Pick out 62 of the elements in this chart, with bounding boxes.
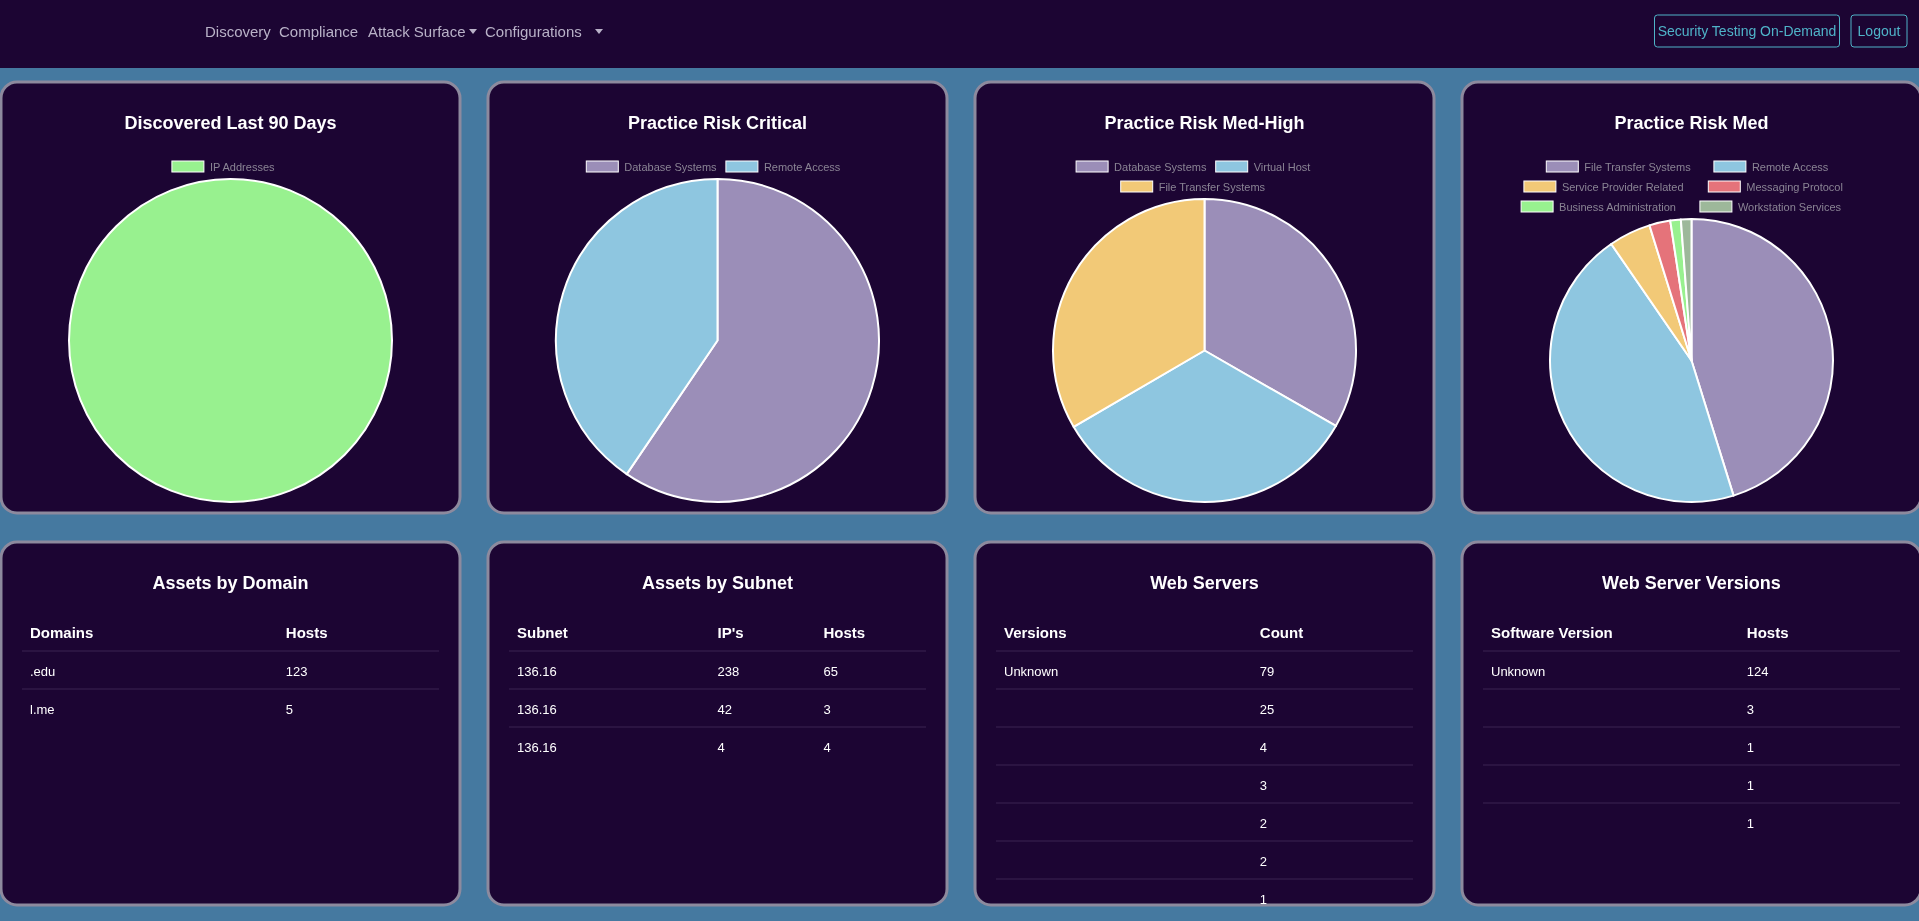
category-label: 136.16 bbox=[517, 664, 557, 679]
category-label: Unknown bbox=[1491, 664, 1546, 679]
series-label: Hosts bbox=[285, 624, 328, 641]
text: Domains bbox=[30, 624, 94, 641]
legend-label: Remote Access bbox=[1751, 161, 1829, 173]
series-label: IP's bbox=[717, 624, 744, 641]
data-label: 238 bbox=[717, 664, 740, 679]
legend-label: File Transfer Systems bbox=[1158, 181, 1266, 193]
data-label: 3 bbox=[823, 702, 831, 717]
data-label: 4 bbox=[717, 740, 725, 755]
legend-label: Messaging Protocol bbox=[1746, 181, 1843, 193]
data-label: 42 bbox=[717, 702, 732, 717]
text: Configurations bbox=[485, 23, 582, 40]
legend-label: Database Systems bbox=[1114, 161, 1207, 173]
series-label: Hosts bbox=[1746, 624, 1789, 641]
category-label: 136.16 bbox=[517, 740, 557, 755]
data-label: 25 bbox=[1259, 702, 1275, 717]
data-label: 123 bbox=[285, 664, 308, 679]
text: Software Version bbox=[1491, 624, 1613, 641]
chart-title: Practice Risk Critical bbox=[627, 113, 808, 133]
category-label: 136.16 bbox=[517, 702, 557, 717]
category-label: .edu bbox=[30, 664, 56, 679]
legend-label: File Transfer Systems bbox=[1584, 161, 1692, 173]
text: Discovery bbox=[205, 23, 272, 40]
data-label: 1 bbox=[1746, 740, 1755, 755]
text: Compliance bbox=[279, 23, 359, 40]
data-label: 5 bbox=[285, 702, 294, 717]
text: Hosts bbox=[823, 624, 866, 641]
text: Subnet bbox=[517, 624, 568, 641]
data-label: 1 bbox=[1746, 778, 1755, 793]
legend-label: IP Addresses bbox=[209, 161, 276, 173]
data-label: 4 bbox=[1259, 740, 1268, 755]
category-label: l.me bbox=[30, 702, 55, 717]
data-label: 3 bbox=[1746, 702, 1755, 717]
chart-title: Discovered Last 90 Days bbox=[124, 113, 337, 133]
legend-label: Database Systems bbox=[624, 161, 718, 173]
legend-label: Service Provider Related bbox=[1561, 181, 1684, 193]
text: Web Servers bbox=[1150, 573, 1259, 593]
data-label: 1 bbox=[1746, 816, 1755, 831]
category-label: Unknown bbox=[1004, 664, 1059, 679]
legend-label: Workstation Services bbox=[1737, 201, 1842, 213]
text: Logout bbox=[1857, 23, 1901, 39]
chart-title: Practice Risk Med-High bbox=[1104, 113, 1305, 133]
data-label: 2 bbox=[1259, 854, 1268, 869]
text: Security Testing On-Demand bbox=[1657, 23, 1837, 39]
data-label: 3 bbox=[1259, 778, 1268, 793]
data-label: 124 bbox=[1746, 664, 1769, 679]
data-label: 1 bbox=[1259, 892, 1268, 907]
data-label: 79 bbox=[1259, 664, 1275, 679]
text: Versions bbox=[1004, 624, 1067, 641]
data-label: 65 bbox=[823, 664, 838, 679]
legend-label: Remote Access bbox=[763, 161, 841, 173]
chart-title: Practice Risk Med bbox=[1614, 113, 1769, 133]
legend-label: Virtual Host bbox=[1253, 161, 1311, 173]
text: Attack Surface bbox=[368, 23, 466, 40]
text: Web Server Versions bbox=[1602, 573, 1781, 593]
legend-label: Business Administration bbox=[1559, 201, 1676, 213]
data-label: 2 bbox=[1259, 816, 1268, 831]
text: Assets by Subnet bbox=[641, 573, 794, 593]
data-label: 4 bbox=[823, 740, 831, 755]
text: Assets by Domain bbox=[152, 573, 309, 593]
series-label: Count bbox=[1259, 624, 1304, 641]
